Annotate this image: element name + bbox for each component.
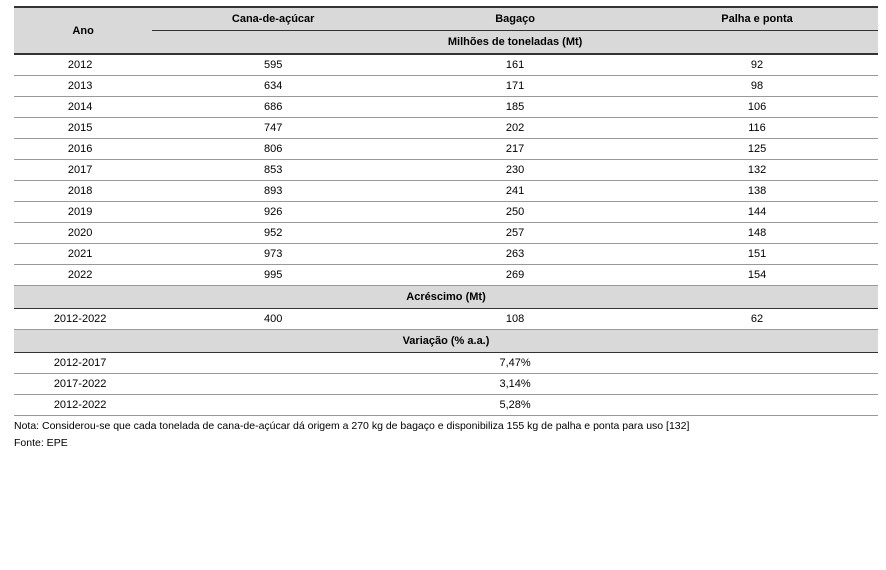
cell-bagaco: 241 [394,181,636,202]
col-palha-header: Palha e ponta [636,7,878,31]
cell-cana: 595 [152,54,394,76]
table-row: 2014686185106 [14,97,878,118]
cell-cana: 634 [152,76,394,97]
footnote-source: Fonte: EPE [14,433,878,450]
cell-year: 2020 [14,223,152,244]
acrescimo-period: 2012-2022 [14,309,152,330]
variacao-empty [152,353,394,374]
cell-palha: 125 [636,139,878,160]
cell-cana: 853 [152,160,394,181]
cell-cana: 973 [152,244,394,265]
variacao-period: 2017-2022 [14,374,152,395]
col-cana-header: Cana-de-açúcar [152,7,394,31]
cell-bagaco: 230 [394,160,636,181]
variacao-heading: Variação (% a.a.) [14,330,878,353]
variacao-empty [636,374,878,395]
section-acrescimo: Acréscimo (Mt) [14,286,878,309]
cell-year: 2019 [14,202,152,223]
cell-cana: 686 [152,97,394,118]
acrescimo-heading: Acréscimo (Mt) [14,286,878,309]
cell-cana: 995 [152,265,394,286]
cell-year: 2015 [14,118,152,139]
cell-cana: 747 [152,118,394,139]
table-row: 2016806217125 [14,139,878,160]
cell-bagaco: 250 [394,202,636,223]
footnote-note: Nota: Considerou-se que cada tonelada de… [14,416,878,433]
table-container: Ano Cana-de-açúcar Bagaço Palha e ponta … [0,0,886,454]
variacao-value: 3,14% [394,374,636,395]
cell-year: 2014 [14,97,152,118]
table-row: 2018893241138 [14,181,878,202]
variacao-value: 7,47% [394,353,636,374]
units-header: Milhões de toneladas (Mt) [152,31,878,55]
cell-year: 2012 [14,54,152,76]
variacao-empty [636,353,878,374]
cell-bagaco: 202 [394,118,636,139]
cell-palha: 98 [636,76,878,97]
cell-cana: 893 [152,181,394,202]
variacao-period: 2012-2022 [14,395,152,416]
cell-palha: 148 [636,223,878,244]
header-row-1: Ano Cana-de-açúcar Bagaço Palha e ponta [14,7,878,31]
cell-cana: 952 [152,223,394,244]
cell-bagaco: 161 [394,54,636,76]
cell-bagaco: 171 [394,76,636,97]
col-bagaco-header: Bagaço [394,7,636,31]
table-row: 201259516192 [14,54,878,76]
cell-bagaco: 217 [394,139,636,160]
acrescimo-palha: 62 [636,309,878,330]
cell-year: 2013 [14,76,152,97]
cell-palha: 144 [636,202,878,223]
variacao-period: 2012-2017 [14,353,152,374]
table-row: 2021973263151 [14,244,878,265]
cell-bagaco: 257 [394,223,636,244]
cell-cana: 806 [152,139,394,160]
cell-palha: 132 [636,160,878,181]
variacao-empty [636,395,878,416]
acrescimo-row: 2012-2022 400 108 62 [14,309,878,330]
section-variacao: Variação (% a.a.) [14,330,878,353]
cell-palha: 138 [636,181,878,202]
cell-year: 2022 [14,265,152,286]
table-row: 201363417198 [14,76,878,97]
cell-bagaco: 263 [394,244,636,265]
variacao-row: 2012-2022 5,28% [14,395,878,416]
cell-palha: 92 [636,54,878,76]
table-row: 2019926250144 [14,202,878,223]
cell-cana: 926 [152,202,394,223]
col-year-header: Ano [14,7,152,54]
cell-year: 2021 [14,244,152,265]
cell-bagaco: 269 [394,265,636,286]
cell-palha: 116 [636,118,878,139]
acrescimo-bagaco: 108 [394,309,636,330]
cell-year: 2017 [14,160,152,181]
variacao-value: 5,28% [394,395,636,416]
variacao-row: 2017-2022 3,14% [14,374,878,395]
cell-palha: 151 [636,244,878,265]
data-table: Ano Cana-de-açúcar Bagaço Palha e ponta … [14,6,878,416]
acrescimo-cana: 400 [152,309,394,330]
variacao-empty [152,395,394,416]
table-row: 2015747202116 [14,118,878,139]
variacao-empty [152,374,394,395]
cell-palha: 154 [636,265,878,286]
cell-bagaco: 185 [394,97,636,118]
table-row: 2022995269154 [14,265,878,286]
variacao-row: 2012-2017 7,47% [14,353,878,374]
cell-palha: 106 [636,97,878,118]
table-row: 2017853230132 [14,160,878,181]
table-row: 2020952257148 [14,223,878,244]
cell-year: 2018 [14,181,152,202]
cell-year: 2016 [14,139,152,160]
